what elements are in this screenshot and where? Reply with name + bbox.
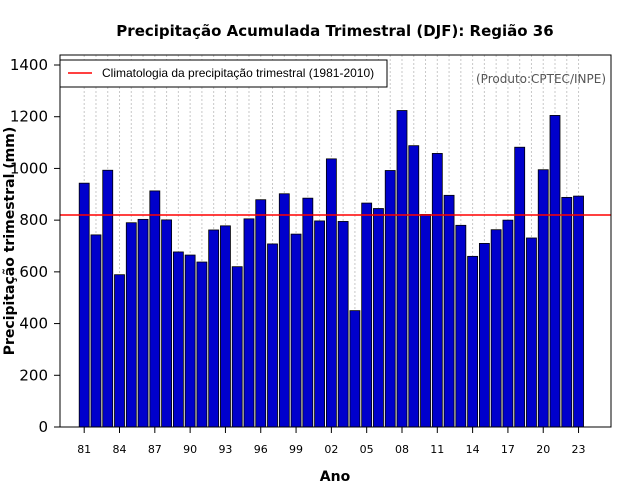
bar-2013 xyxy=(455,224,467,428)
x-tick-label: 02 xyxy=(324,443,338,456)
x-tick-label: 87 xyxy=(148,443,162,456)
bar-2015 xyxy=(478,243,490,428)
bar-1995 xyxy=(243,218,255,428)
x-tick-label: 84 xyxy=(113,443,127,456)
x-tick-label: 90 xyxy=(183,443,197,456)
legend-box xyxy=(59,59,388,88)
bar-1983 xyxy=(102,169,114,428)
x-tick-label: 08 xyxy=(395,443,409,456)
x-tick-label: 23 xyxy=(572,443,586,456)
bar-2018 xyxy=(514,146,526,428)
bar-2008 xyxy=(396,110,408,428)
bar-1989 xyxy=(172,251,184,428)
x-axis-label: Ano xyxy=(320,469,351,485)
bar-2019 xyxy=(526,237,537,428)
bar-2017 xyxy=(502,219,514,428)
bar-2012 xyxy=(443,194,455,428)
bar-2014 xyxy=(467,255,479,428)
bar-1993 xyxy=(220,225,231,428)
bar-2007 xyxy=(384,170,396,428)
bar-1984 xyxy=(114,274,125,428)
bar-2001 xyxy=(314,220,326,428)
bar-1992 xyxy=(208,229,220,428)
chart-title: Precipitação Acumulada Trimestral (DJF):… xyxy=(116,22,553,40)
bar-2003 xyxy=(337,221,349,428)
y-tick-label: 400 xyxy=(19,315,48,333)
x-tick-label: 05 xyxy=(360,443,374,456)
credit-text: (Produto:CPTEC/INPE) xyxy=(476,72,606,86)
x-tick-label: 11 xyxy=(430,443,444,456)
y-axis-label: Precipitação trimestral (mm) xyxy=(2,127,18,355)
bars xyxy=(78,110,584,428)
bar-1998 xyxy=(278,193,290,428)
bar-1991 xyxy=(196,261,208,428)
x-axis: 81 84 87 90 93 96 99 02 05 08 11 14 17 20 23 xyxy=(77,427,586,456)
legend: Climatologia da precipitação trimestral … xyxy=(59,59,388,88)
bar-2006 xyxy=(373,208,384,428)
plot-frame xyxy=(59,54,612,428)
bar-1982 xyxy=(90,234,102,428)
x-tick-label: 96 xyxy=(254,443,268,456)
bar-1994 xyxy=(231,266,243,428)
y-tick-label: 800 xyxy=(19,211,48,229)
bar-2023 xyxy=(573,195,584,428)
y-tick-label: 1000 xyxy=(10,159,48,177)
bar-2020 xyxy=(537,169,549,428)
bar-2009 xyxy=(408,145,420,428)
y-tick-label: 1400 xyxy=(10,56,48,74)
bar-1990 xyxy=(184,254,196,428)
x-tick-label: 14 xyxy=(466,443,480,456)
bar-1988 xyxy=(161,219,172,428)
bar-1981 xyxy=(78,182,90,428)
y-tick-label: 0 xyxy=(38,418,48,436)
y-tick-label: 1200 xyxy=(10,108,48,126)
bar-2010 xyxy=(420,214,431,428)
bar-2004 xyxy=(349,310,361,428)
y-tick-label: 600 xyxy=(19,263,48,281)
x-tick-label: 81 xyxy=(77,443,91,456)
bar-2021 xyxy=(549,115,561,428)
x-tick-label: 20 xyxy=(536,443,550,456)
bar-1985 xyxy=(125,222,137,428)
bar-1997 xyxy=(267,243,278,428)
bar-1987 xyxy=(149,190,161,428)
bar-2002 xyxy=(325,158,337,428)
bar-2005 xyxy=(361,202,373,428)
y-axis: 0 200 400 600 800 1000 1200 1400 xyxy=(10,56,60,436)
bar-2016 xyxy=(490,229,502,428)
bar-1996 xyxy=(255,199,267,428)
x-tick-label: 17 xyxy=(501,443,515,456)
x-tick-label: 93 xyxy=(218,443,232,456)
x-tick-label: 99 xyxy=(289,443,303,456)
bar-1999 xyxy=(290,233,302,428)
bar-2022 xyxy=(561,196,573,428)
bar-2000 xyxy=(302,197,314,428)
y-tick-label: 200 xyxy=(19,366,48,384)
bar-2011 xyxy=(431,153,443,428)
bar-1986 xyxy=(137,218,149,428)
legend-label: Climatologia da precipitação trimestral … xyxy=(102,66,374,80)
